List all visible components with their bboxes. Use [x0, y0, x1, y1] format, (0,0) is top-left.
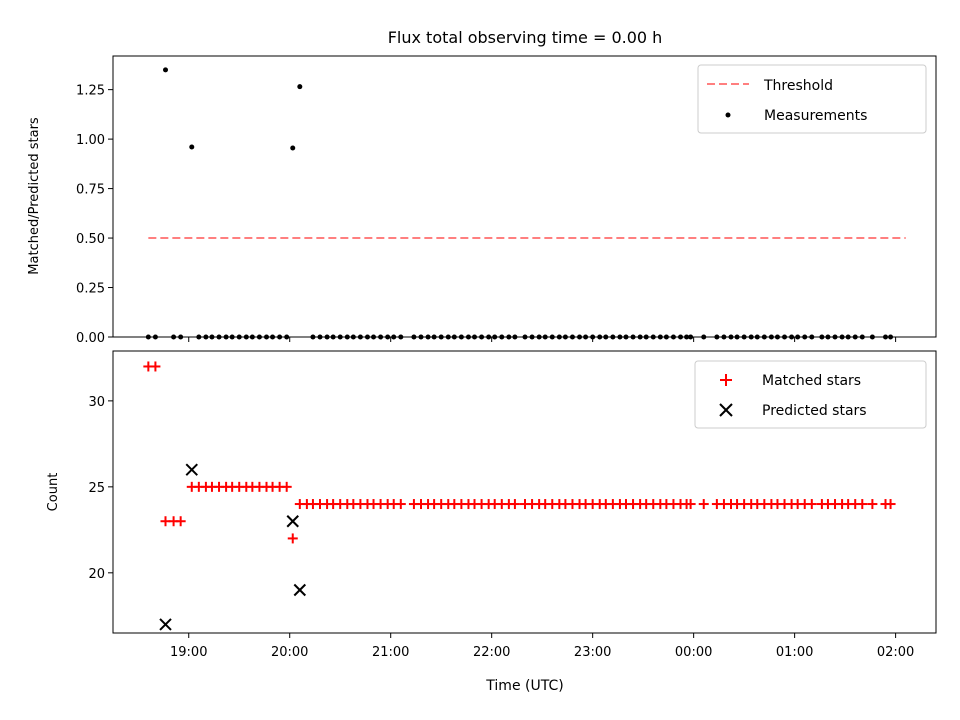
top-y-tick-label: 1.00	[76, 133, 105, 148]
matched-star-point	[175, 516, 186, 527]
predicted-star-point	[286, 515, 299, 528]
top-axes-frame	[112, 55, 937, 338]
chart-title: Flux total observing time = 0.00 h	[388, 28, 663, 47]
legend-predicted-swatch	[719, 403, 733, 417]
legend-measurements-label: Measurements	[764, 108, 867, 124]
bottom-y-tick-label: 30	[88, 395, 105, 410]
matched-star-point	[395, 499, 406, 510]
bottom-axes-frame	[112, 350, 937, 634]
predicted-star-point	[159, 618, 172, 631]
bottom-y-ticks: 20 25 30	[88, 395, 113, 582]
measurement-point	[297, 84, 303, 90]
matched-star-point	[857, 499, 868, 510]
predicted-star-point	[293, 583, 307, 597]
bottom-y-tick-label: 25	[88, 481, 105, 496]
measurement-point	[163, 67, 169, 73]
x-tick-label: 22:00	[473, 645, 510, 660]
x-tick-label: 19:00	[170, 645, 207, 660]
matched-star-point	[509, 499, 520, 510]
bottom-legend: Matched stars Predicted stars	[694, 360, 927, 429]
top-legend: Threshold Measurements	[697, 64, 927, 134]
x-axis-label: Time (UTC)	[485, 678, 563, 694]
top-y-axis-label: Matched/Predicted stars	[27, 117, 42, 275]
legend-predicted-label: Predicted stars	[762, 403, 867, 419]
top-y-tick-label: 0.50	[76, 232, 105, 247]
x-tick-label: 02:00	[877, 645, 914, 660]
legend-matched-swatch	[720, 374, 732, 386]
x-tick-label: 00:00	[675, 645, 712, 660]
x-tick-label: 01:00	[776, 645, 813, 660]
matched-star-point	[685, 499, 696, 510]
matched-star-point	[698, 499, 709, 510]
top-y-ticks: 0.00 0.25 0.50 0.75 1.00 1.25	[76, 84, 113, 346]
top-y-tick-label: 1.25	[76, 84, 105, 99]
top-y-tick-label: 0.75	[76, 183, 105, 198]
bottom-y-tick-label: 20	[88, 567, 105, 582]
bottom-plot-data	[143, 361, 896, 631]
matched-star-point	[806, 499, 817, 510]
top-y-tick-label: 0.25	[76, 282, 105, 297]
matched-star-point	[150, 361, 161, 372]
top-y-tick-label: 0.00	[76, 331, 105, 346]
measurement-point	[189, 144, 195, 150]
matched-star-point	[885, 499, 896, 510]
matched-star-point	[867, 499, 878, 510]
legend-matched-label: Matched stars	[762, 373, 861, 389]
x-tick-label: 23:00	[574, 645, 611, 660]
matched-star-point	[287, 533, 298, 544]
x-tick-label: 21:00	[372, 645, 409, 660]
bottom-x-ticks: 19:00 20:00 21:00 22:00 23:00 00:00 01:00 02:00	[170, 633, 914, 660]
top-legend-box	[697, 64, 927, 134]
predicted-star-point	[185, 463, 198, 476]
bottom-legend-box	[694, 360, 927, 429]
x-tick-label: 20:00	[271, 645, 308, 660]
top-panel: 0.00 0.25 0.50 0.75 1.00 1.25 Matched/Predict…	[27, 55, 937, 346]
bottom-panel: 20 25 30 19:00 20:00 21:00 22:00 23:00 00:00 01:…	[46, 350, 937, 694]
legend-threshold-label: Threshold	[763, 78, 833, 94]
legend-measurements-swatch	[725, 112, 731, 118]
measurement-point	[290, 145, 296, 151]
bottom-y-axis-label: Count	[46, 473, 61, 512]
matched-star-point	[281, 481, 292, 492]
